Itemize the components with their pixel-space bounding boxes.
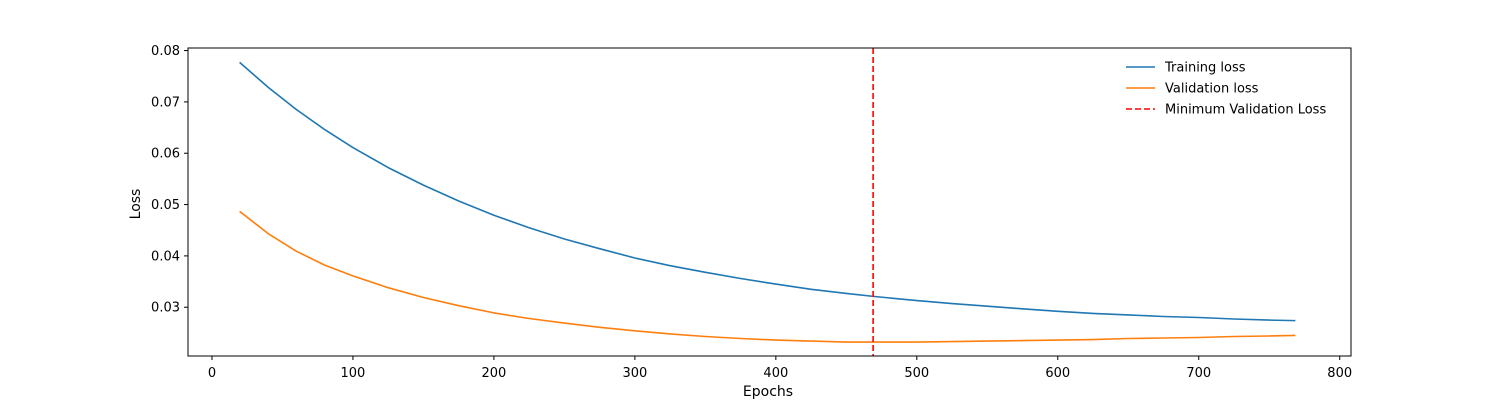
- y-tick-label: 0.07: [151, 95, 180, 110]
- axes: 0 100 200 300 400 500 600 700 800 0.03 0.04 0.05 0.0…: [151, 44, 1352, 381]
- x-tick-label: 600: [1045, 366, 1070, 381]
- series-line-training-loss: [239, 61, 1296, 322]
- legend: Training loss Validation loss Minimum Vali…: [1126, 61, 1326, 118]
- x-tick-label: 400: [763, 366, 788, 381]
- x-tick-label: 700: [1186, 366, 1211, 381]
- series-line-validation-loss: [239, 210, 1296, 343]
- x-axis-label: Epochs: [743, 384, 793, 400]
- legend-label: Validation loss: [1165, 82, 1259, 97]
- legend-label: Training loss: [1164, 61, 1246, 76]
- x-tick-label: 300: [622, 366, 647, 381]
- y-tick-label: 0.06: [151, 147, 180, 162]
- legend-label: Minimum Validation Loss: [1165, 103, 1326, 118]
- y-tick-label: 0.08: [151, 44, 180, 59]
- x-tick-label: 200: [481, 366, 506, 381]
- y-tick-label: 0.04: [151, 249, 180, 264]
- plot-content: [239, 48, 1296, 356]
- x-tick-label: 100: [341, 366, 366, 381]
- y-tick-label: 0.03: [151, 301, 180, 316]
- y-axis-label: Loss: [128, 189, 144, 220]
- x-tick-label: 0: [208, 366, 216, 381]
- x-tick-label: 800: [1327, 366, 1352, 381]
- plot-frame: [187, 47, 1352, 357]
- y-tick-label: 0.05: [151, 198, 180, 213]
- x-tick-label: 500: [904, 366, 929, 381]
